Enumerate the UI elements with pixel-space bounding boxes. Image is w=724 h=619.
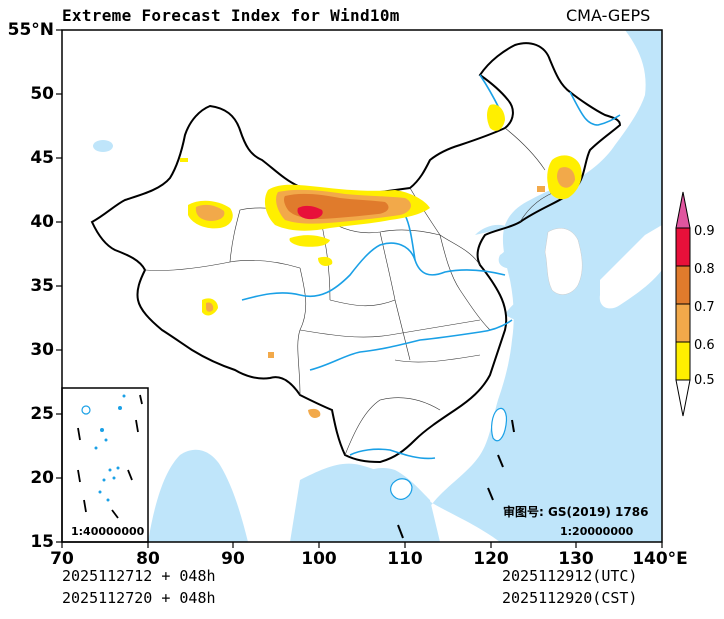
lake-balkhash xyxy=(93,140,113,152)
colorbar-label: 0.9 xyxy=(694,224,715,239)
colorbar-above xyxy=(675,191,691,229)
efi-region-northeast-inner xyxy=(557,167,575,188)
y-ticks xyxy=(56,29,62,543)
korea-land xyxy=(544,228,583,295)
efi-region-inner-mongolia-08 xyxy=(297,205,323,220)
inset-dash-line xyxy=(77,394,143,519)
y-tick-label: 30 xyxy=(30,340,54,360)
ocean-east xyxy=(290,30,662,542)
colorbar-07-08 xyxy=(675,265,691,305)
province-boundaries xyxy=(144,127,561,456)
y-tick-label: 15 xyxy=(30,532,54,552)
map-scale-inset: 1:40000000 xyxy=(71,525,145,538)
valid-time-cst: 2025112920(CST) xyxy=(502,589,638,607)
x-tick-label: 120 xyxy=(473,549,509,569)
efi-region-tibet-inner xyxy=(206,302,214,312)
colorbar-label: 0.6 xyxy=(694,338,715,353)
bay-of-bengal xyxy=(148,449,248,542)
init-time-cst: 2025112720 + 048h xyxy=(62,589,216,607)
y-tick-label: 55°N xyxy=(7,20,54,40)
efi-region-central xyxy=(289,235,330,247)
y-tick-label: 25 xyxy=(30,404,54,424)
x-tick-label: 140°E xyxy=(632,549,688,569)
y-tick-label: 45 xyxy=(30,148,54,168)
y-tick-label: 20 xyxy=(30,468,54,488)
map-scale-main: 1:20000000 xyxy=(560,525,634,538)
colorbar-label: 0.7 xyxy=(694,300,715,315)
colorbar-06-07 xyxy=(675,303,691,343)
efi-region-xinjiang-inner xyxy=(195,204,225,221)
south-china-sea-inset xyxy=(61,387,149,543)
x-tick-label: 110 xyxy=(387,549,423,569)
colorbar-05-06 xyxy=(675,341,691,381)
init-time-utc: 2025112712 + 048h xyxy=(62,567,216,585)
x-tick-label: 70 xyxy=(50,549,74,569)
valid-time-utc: 2025112912(UTC) xyxy=(502,567,638,585)
colorbar-below xyxy=(675,379,691,417)
nine-dash-line xyxy=(397,419,515,539)
efi-region-small-2 xyxy=(268,352,274,358)
efi-region-small-3 xyxy=(537,186,545,192)
map-review-number: 审图号: GS(2019) 1786 xyxy=(503,505,649,519)
x-tick-label: 130 xyxy=(558,549,594,569)
hainan-island xyxy=(390,478,413,500)
model-name: CMA-GEPS xyxy=(566,6,651,25)
x-tick-label: 100 xyxy=(301,549,337,569)
colorbar-08-09 xyxy=(675,227,691,267)
colorbar xyxy=(675,191,691,417)
colorbar-label: 0.8 xyxy=(694,262,715,277)
x-tick-label: 90 xyxy=(221,549,245,569)
efi-region-heilongjiang xyxy=(487,104,505,131)
inset-islands xyxy=(81,394,126,502)
efi-shading xyxy=(180,104,582,418)
taiwan-island xyxy=(491,407,508,442)
y-tick-label: 50 xyxy=(30,84,54,104)
y-tick-label: 40 xyxy=(30,212,54,232)
x-tick-label: 80 xyxy=(136,549,160,569)
efi-region-yunnan xyxy=(308,408,321,418)
japan-land xyxy=(599,225,662,309)
rivers xyxy=(241,74,621,460)
y-tick-label: 35 xyxy=(30,276,54,296)
x-ticks xyxy=(61,542,663,548)
chart-title: Extreme Forecast Index for Wind10m xyxy=(62,6,400,25)
colorbar-label: 0.5 xyxy=(694,373,715,388)
bohai-sea xyxy=(475,224,561,320)
efi-region-qinghai xyxy=(318,256,333,266)
efi-region-small-1 xyxy=(180,158,188,162)
